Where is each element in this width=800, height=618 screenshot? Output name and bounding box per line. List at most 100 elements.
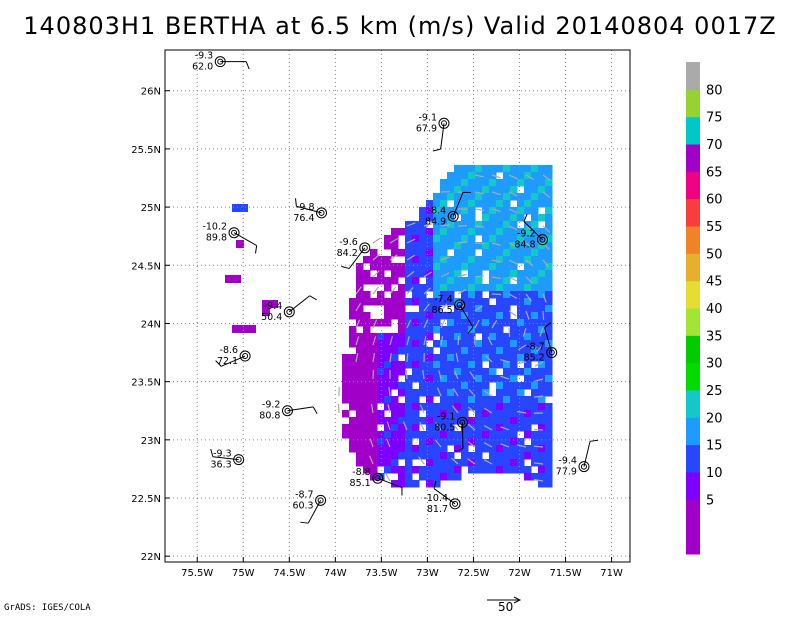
field-cell <box>468 249 476 257</box>
field-cell <box>531 242 539 250</box>
station-circle-inner <box>317 497 324 504</box>
field-cell <box>240 204 248 212</box>
field-cell <box>461 193 469 201</box>
field-cell <box>524 445 532 453</box>
wind-barb-flag <box>215 360 222 367</box>
field-cell <box>489 235 497 243</box>
wind-vector <box>508 208 518 214</box>
field-cell <box>419 298 427 306</box>
field-cell <box>468 214 476 222</box>
wind-vector <box>370 404 374 414</box>
station-value: 89.8 <box>206 233 227 244</box>
x-tick-label: 71W <box>600 568 623 579</box>
field-cell <box>419 270 427 278</box>
field-cell <box>391 228 399 236</box>
wind-vector <box>457 241 468 244</box>
field-cell <box>482 438 490 446</box>
field-cell <box>496 452 504 460</box>
field-cell <box>419 354 427 362</box>
wind-vector <box>484 407 493 414</box>
field-cell <box>426 438 434 446</box>
field-cell <box>419 256 427 264</box>
field-cell <box>384 354 392 362</box>
field-cell <box>538 445 546 453</box>
wind-vectors <box>337 174 551 482</box>
field-cell <box>426 361 434 369</box>
field-cell <box>233 275 241 283</box>
field-cell <box>384 431 392 439</box>
field-cell <box>447 284 455 292</box>
field-cell <box>475 445 483 453</box>
field-cell <box>482 417 490 425</box>
field-cell <box>524 249 532 257</box>
field-cell <box>342 375 350 383</box>
field-cell <box>440 403 448 411</box>
field-cell <box>426 305 434 313</box>
station-temp: -9.3 <box>213 449 232 460</box>
field-cell <box>545 431 553 439</box>
field-cell <box>349 382 357 390</box>
field-cell <box>510 396 518 404</box>
field-cell <box>503 417 511 425</box>
station-value: 84.2 <box>337 248 358 259</box>
field-cell <box>342 389 350 397</box>
field-cell <box>426 431 434 439</box>
field-cell <box>489 347 497 355</box>
field-cell <box>496 200 504 208</box>
field-cell <box>461 221 469 229</box>
field-cell <box>419 375 427 383</box>
field-cell <box>475 200 483 208</box>
field-cell <box>440 291 448 299</box>
field-cell <box>468 361 476 369</box>
field-cell <box>384 452 392 460</box>
field-cell <box>363 256 371 264</box>
field-cell <box>475 298 483 306</box>
field-cell <box>377 354 385 362</box>
field-cell <box>524 396 532 404</box>
wind-barb-flag <box>467 326 474 334</box>
field-cell <box>524 382 532 390</box>
field-cell <box>377 396 385 404</box>
field-cell <box>405 424 413 432</box>
field-cell <box>412 221 420 229</box>
field-cell <box>454 445 462 453</box>
field-cell <box>482 326 490 334</box>
field-cell <box>510 256 518 264</box>
field-cell <box>482 389 490 397</box>
wind-vector <box>468 388 476 397</box>
field-cell <box>538 403 546 411</box>
field-cell <box>384 305 392 313</box>
field-cell <box>426 333 434 341</box>
colorbar-label: 15 <box>706 439 723 454</box>
field-cell <box>475 431 483 439</box>
field-cell <box>538 263 546 271</box>
field-cell <box>412 228 420 236</box>
field-cell <box>468 319 476 327</box>
field-cell <box>405 347 413 355</box>
field-cell <box>412 326 420 334</box>
field-cell <box>524 284 532 292</box>
field-cell <box>412 291 420 299</box>
field-cell <box>370 277 378 285</box>
field-cell <box>349 305 357 313</box>
field-cell <box>489 242 497 250</box>
field-cell <box>482 396 490 404</box>
wind-vector <box>337 403 340 414</box>
field-cell <box>545 249 553 257</box>
field-cell <box>545 200 553 208</box>
field-cell <box>524 319 532 327</box>
field-cell <box>384 382 392 390</box>
station-plots: -9.362.0-9.167.9-9.876.4-8.484.9-10.289.… <box>192 51 599 524</box>
wind-vector <box>372 353 376 363</box>
field-cell <box>545 305 553 313</box>
field-cell <box>517 172 525 180</box>
field-cell <box>531 165 539 173</box>
field-cell <box>398 340 406 348</box>
field-cell <box>405 403 413 411</box>
field-cell <box>342 424 350 432</box>
field-cell <box>447 270 455 278</box>
field-cell <box>356 396 364 404</box>
station-value: 36.3 <box>211 460 232 471</box>
field-cell <box>447 375 455 383</box>
field-cell <box>545 333 553 341</box>
